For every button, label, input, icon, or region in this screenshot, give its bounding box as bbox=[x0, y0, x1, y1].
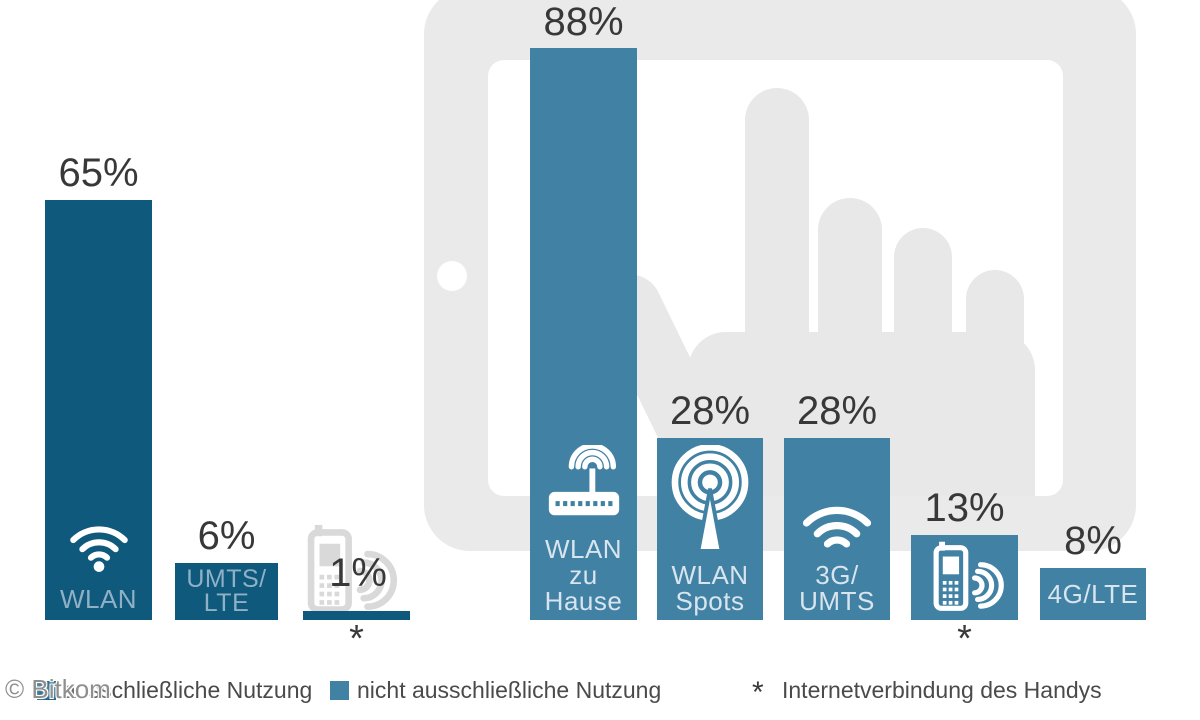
bar-handy-non-exclusive bbox=[911, 535, 1018, 620]
mobile-phone-icon bbox=[933, 541, 1004, 611]
value-label-wlan-zu-hause: 88% bbox=[543, 0, 624, 44]
bitkom-watermark: © Bitkom bbox=[5, 674, 111, 704]
bar-label: UMTS/ LTE bbox=[186, 564, 267, 617]
value-label-wlan-spots: 28% bbox=[669, 389, 751, 433]
bar-label: WLAN Spots bbox=[671, 560, 749, 616]
bar-wlan-spots: WLAN Spots bbox=[657, 438, 763, 620]
tablet-home-button-icon bbox=[437, 261, 467, 291]
bar-umts-lte-exclusive: UMTS/ LTE bbox=[175, 563, 278, 620]
legend-swatch-non-exclusive bbox=[330, 681, 349, 700]
bar-label: WLAN zu Hause bbox=[544, 534, 623, 616]
bar-4g-lte: 4G/LTE bbox=[1040, 568, 1146, 620]
value-label-handy-exclusive: 1% bbox=[329, 551, 387, 595]
legend-label-exclusive: ausschließliche Nutzung bbox=[63, 677, 313, 703]
legend-swatch-exclusive bbox=[37, 681, 56, 700]
bar-label: WLAN bbox=[59, 584, 138, 614]
footnote-text: Internetverbindung des Handys bbox=[782, 677, 1102, 703]
value-label-umts-lte: 6% bbox=[197, 514, 256, 558]
wifi-waves-icon bbox=[802, 506, 872, 548]
footnote-marker: * bbox=[752, 676, 764, 709]
hotspot-icon bbox=[671, 445, 749, 553]
value-label-wlan: 65% bbox=[58, 151, 139, 195]
bar-handy-exclusive bbox=[303, 611, 410, 620]
value-label-4g-lte: 8% bbox=[1064, 519, 1122, 563]
footnote-asterisk: * bbox=[957, 618, 972, 660]
bar-label: 4G/LTE bbox=[1047, 579, 1139, 609]
bar-wlan-zu-hause: WLAN zu Hause bbox=[530, 48, 637, 620]
value-label-handy-non-exclusive: 13% bbox=[924, 486, 1005, 530]
router-icon bbox=[548, 445, 619, 516]
mobile-phone-icon bbox=[307, 524, 398, 613]
value-label-3g-umts: 28% bbox=[796, 389, 878, 433]
footnote-asterisk: * bbox=[349, 618, 364, 660]
legend-label-non-exclusive: nicht ausschließliche Nutzung bbox=[357, 677, 662, 703]
bar-3g-umts: 3G/ UMTS bbox=[784, 438, 890, 620]
bar-wlan-exclusive: WLAN bbox=[45, 200, 152, 620]
wifi-icon bbox=[69, 526, 128, 572]
bar-label: 3G/ UMTS bbox=[799, 560, 875, 616]
